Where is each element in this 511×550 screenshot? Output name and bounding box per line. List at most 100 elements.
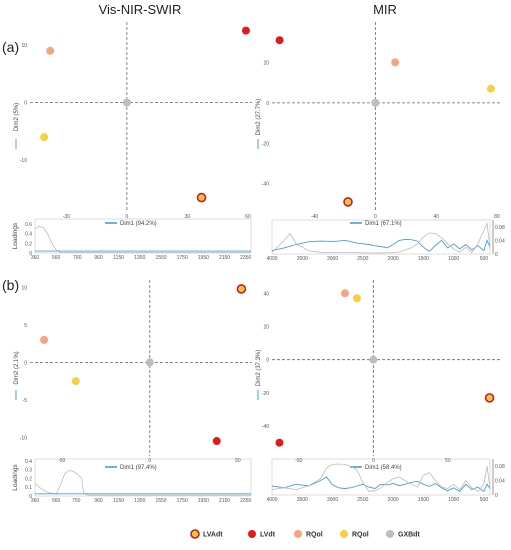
- y-tick-label: -20: [262, 391, 269, 397]
- loadings-x-tick-label: 3500: [297, 256, 308, 262]
- loadings-frame: [34, 458, 252, 497]
- loadings-y-tick-label: 0.4: [25, 232, 32, 238]
- data-point: [71, 377, 80, 386]
- y-tick-label: 0: [24, 360, 27, 366]
- loadings-x-tick-label: 1950: [198, 255, 209, 261]
- loadings-x-tick-label: 750: [72, 498, 81, 504]
- legend-swatch: [190, 529, 200, 539]
- scatter-panel-a-mir: -40 0 40 80 -40 -20 0 20 Dim1 (67.1%) Dim2 (27.7%…: [256, 22, 500, 227]
- loadings-y-tick-label: 0.2: [25, 241, 32, 247]
- loadings-x-tick-label: 1150: [113, 498, 124, 504]
- loadings-x-tick-label: 2500: [357, 256, 368, 262]
- y-axis-label: Dim2 (37.3%): [256, 350, 262, 387]
- loadings-y-tick-label: 0.1: [25, 485, 32, 491]
- loadings-x-tick-label: 2000: [388, 256, 399, 262]
- x-axis-label: Dim1 (58.4%): [365, 465, 402, 471]
- legend-swatch: [340, 530, 348, 538]
- loadings-x-tick-label: 1000: [448, 256, 459, 262]
- loadings-panel-a-visnir-loadings: 360 560 760 960 1150 1350 1550 1750 1950 2150 2350…: [12, 218, 252, 261]
- y-tick-label: -40: [262, 182, 269, 188]
- x-tick-label: 30: [185, 214, 191, 220]
- data-point: [341, 289, 350, 298]
- legend: LVAdt LVdt RQol RQol GXBdt: [190, 529, 420, 539]
- loadings-y-tick-label: 0: [495, 252, 498, 258]
- loadings-x-tick-label: 1550: [155, 255, 166, 261]
- legend-label: GXBdt: [398, 532, 420, 539]
- y-tick-label: 20: [263, 324, 269, 330]
- y-tick-label: -40: [262, 424, 269, 430]
- loadings-x-tick-label: 2350: [240, 255, 251, 261]
- x-tick-label: -40: [311, 214, 318, 220]
- loadings-frame: [271, 219, 491, 255]
- x-tick-label: 60: [245, 214, 251, 220]
- data-point: [343, 197, 353, 207]
- data-point: [352, 294, 361, 303]
- loadings-y-tick-label: 0.08: [495, 225, 505, 231]
- scatter-panel-a-visnir: -30 0 30 60 -10 0 10 Dim1 (94.2%) Dim2 (5%): [14, 22, 252, 227]
- loadings-x-tick-label: 960: [94, 498, 103, 504]
- y-tick-label: 40: [263, 291, 269, 297]
- legend-swatch: [386, 530, 394, 538]
- y-tick-label: 10: [21, 285, 27, 291]
- loadings-y-tick-label: 0.04: [495, 238, 505, 244]
- legend-swatch: [248, 530, 256, 538]
- loadings-x-tick-label: 960: [94, 255, 103, 261]
- data-point: [46, 46, 55, 55]
- y-axis-label: Dim2 (27.7%): [256, 99, 262, 136]
- data-point: [484, 393, 495, 403]
- x-tick-label: 40: [433, 214, 439, 220]
- column-title-mir: MIR: [373, 2, 397, 17]
- data-point: [371, 98, 380, 107]
- loadings-x-tick-label: 1750: [177, 255, 188, 261]
- data-point: [486, 84, 495, 93]
- x-tick-label: 50: [235, 458, 241, 464]
- x-tick-label: 0: [148, 458, 151, 464]
- y-tick-label: 10: [21, 43, 27, 49]
- loadings-x-tick-label: 1000: [448, 497, 459, 503]
- loadings-y-tick-label: 0.2: [25, 476, 32, 482]
- loadings-y-tick-label: 0.08: [495, 464, 505, 470]
- y-tick-label: -10: [20, 158, 27, 164]
- y-tick-label: -10: [20, 435, 27, 441]
- x-tick-label: 0: [125, 214, 128, 220]
- data-point: [145, 358, 154, 367]
- panel-label-a: (a): [2, 39, 19, 55]
- loadings-x-tick-label: 2150: [219, 498, 230, 504]
- loadings-series-gray: [34, 470, 251, 496]
- y-tick-label: 0: [24, 101, 27, 107]
- loadings-y-tick-label: 0.04: [495, 479, 505, 485]
- loadings-series-gray: [34, 225, 251, 253]
- data-point: [369, 355, 378, 364]
- column-title-visnir: Vis-NIR-SWIR: [99, 2, 182, 17]
- loadings-axis-label: Loadings: [12, 464, 19, 491]
- loadings-y-tick-label: 0.4: [25, 459, 32, 465]
- legend-swatch: [294, 530, 302, 538]
- loadings-x-tick-label: 760: [73, 255, 82, 261]
- loadings-x-tick-label: 1500: [418, 256, 429, 262]
- loadings-series-blue: [271, 238, 491, 252]
- x-tick-label: 50: [445, 458, 451, 464]
- x-tick-label: -30: [63, 214, 70, 220]
- y-axis-label: Dim2 (5%): [14, 103, 20, 131]
- loadings-x-tick-label: 1500: [418, 497, 429, 503]
- data-point: [40, 133, 49, 142]
- loadings-y-tick-label: 0.3: [25, 468, 32, 474]
- loadings-x-tick-label: 560: [52, 498, 61, 504]
- legend-label: LVAdt: [203, 532, 223, 539]
- legend-label: RQol: [306, 532, 323, 539]
- y-tick-label: 0: [266, 101, 269, 107]
- y-tick-label: -20: [262, 141, 269, 147]
- loadings-series-gray: [271, 221, 491, 254]
- loadings-axis-label: Loadings: [12, 222, 19, 249]
- loadings-y-tick-label: 0: [29, 251, 32, 257]
- y-tick-label: 20: [263, 60, 269, 66]
- y-tick-label: 5: [24, 323, 27, 329]
- data-point: [196, 192, 207, 203]
- data-point: [275, 36, 284, 45]
- x-tick-label: 80: [494, 214, 500, 220]
- panel-label-b: (b): [2, 277, 19, 293]
- loadings-frame: [34, 218, 252, 254]
- loadings-x-tick-label: 1550: [155, 498, 166, 504]
